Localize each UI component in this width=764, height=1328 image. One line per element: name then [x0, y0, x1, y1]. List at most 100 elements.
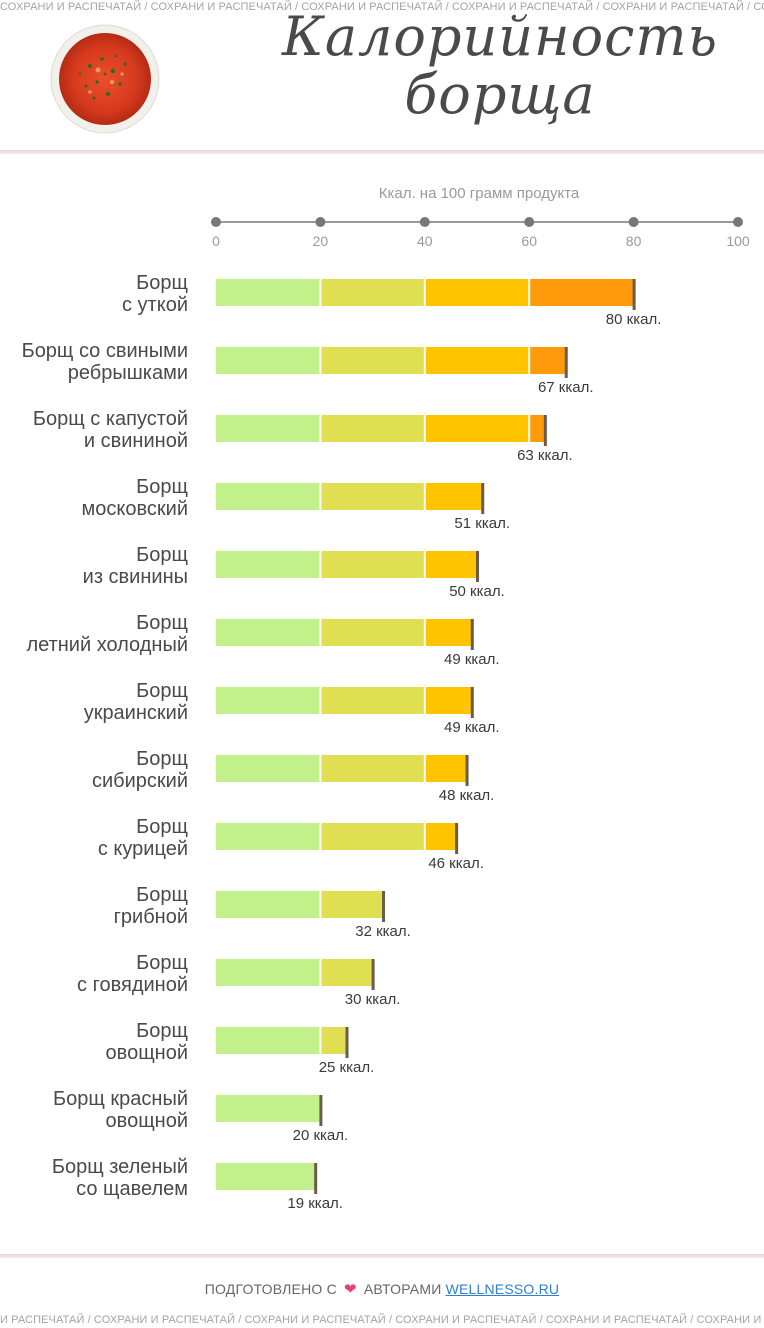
category-label: Борщ с капустой и свининой — [33, 408, 188, 452]
category-label: Борщ с говядиной — [77, 952, 188, 996]
bar-row: Борщ с капустой и свининой 63 ккал. — [33, 408, 573, 464]
x-tick-dot — [419, 217, 430, 227]
bar-segment — [321, 687, 424, 714]
bar-segment — [216, 415, 320, 442]
bar-segment — [321, 823, 424, 850]
category-label: Борщ сибирский — [92, 748, 188, 792]
value-label: 19 ккал. — [287, 1195, 343, 1212]
bar-segment — [425, 687, 472, 714]
bar-segment — [216, 1027, 320, 1054]
bar-end-marker — [476, 551, 479, 582]
x-tick-dot — [733, 217, 743, 227]
bar-end-marker — [470, 619, 474, 650]
bar-segment — [321, 483, 424, 510]
bar-segment — [530, 347, 566, 374]
bar-segment — [321, 755, 424, 782]
bar-row: Борщ овощной 25 ккал. — [106, 1020, 375, 1076]
x-tick-dot — [315, 217, 326, 227]
x-tick-label: 20 — [313, 233, 329, 249]
bar-end-marker — [632, 279, 636, 310]
bottom-divider — [0, 1254, 764, 1258]
category-label: Борщ с уткой — [122, 272, 188, 316]
bar-segment — [216, 483, 320, 510]
bar-segment — [216, 959, 320, 986]
bar-row: Борщ со свиными ребрышками 67 ккал. — [22, 340, 594, 396]
bar-segment — [530, 279, 634, 306]
category-label: Борщ московский — [82, 476, 188, 520]
bar-segment — [321, 551, 424, 578]
page-title: Калорийность борща — [282, 5, 718, 126]
bar-row: Борщ украинский 49 ккал. — [84, 680, 500, 736]
bar-segment — [425, 551, 477, 578]
bar-end-marker — [455, 823, 459, 854]
bar-row: Борщ сибирский 48 ккал. — [92, 748, 494, 804]
value-label: 46 ккал. — [428, 855, 484, 872]
bar-segment — [216, 279, 320, 306]
value-label: 30 ккал. — [345, 991, 401, 1008]
bar-end-marker — [345, 1027, 349, 1058]
x-tick-label: 0 — [212, 233, 220, 249]
bar-segment — [216, 1163, 316, 1190]
bar-segment — [216, 347, 320, 374]
x-tick-label: 100 — [726, 233, 750, 249]
category-label: Борщ с курицей — [98, 816, 188, 860]
category-label: Борщ красный овощной — [53, 1088, 188, 1132]
top-banner: СОХРАНИ И РАСПЕЧАТАЙ / СОХРАНИ И РАСПЕЧА… — [0, 1, 764, 13]
x-tick-dot — [524, 217, 535, 227]
bar-segment — [321, 619, 424, 646]
bar-segment — [321, 1027, 347, 1054]
category-label: Борщ летний холодный — [26, 612, 188, 656]
bar-end-marker — [470, 687, 474, 718]
axis-title: Ккал. на 100 грамм продукта — [379, 185, 580, 202]
x-tick-label: 80 — [626, 233, 642, 249]
heart-icon: ❤ — [343, 1281, 357, 1298]
bar-segment — [321, 891, 384, 918]
value-label: 20 ккал. — [293, 1127, 349, 1144]
bar-segment — [321, 279, 424, 306]
bar-segment — [321, 959, 373, 986]
footer-middle: АВТОРАМИ — [363, 1281, 442, 1297]
value-label: 49 ккал. — [444, 719, 500, 736]
bar-end-marker — [314, 1163, 318, 1194]
bar-end-marker — [382, 891, 386, 922]
bar-segment — [425, 619, 472, 646]
bar-end-marker — [465, 755, 469, 786]
bar-segment — [530, 415, 545, 442]
bar-row: Борщ красный овощной 20 ккал. — [53, 1088, 348, 1144]
bar-segment — [425, 279, 529, 306]
value-label: 32 ккал. — [355, 923, 411, 940]
bar-row: Борщ летний холодный 49 ккал. — [26, 612, 499, 668]
bar-segment — [216, 823, 320, 850]
category-label: Борщ из свинины — [83, 544, 188, 588]
value-label: 48 ккал. — [439, 787, 495, 804]
bar-segment — [425, 347, 529, 374]
value-label: 80 ккал. — [606, 311, 662, 328]
bar-segment — [425, 415, 529, 442]
bar-segment — [425, 755, 467, 782]
bar-segment — [216, 551, 320, 578]
bar-end-marker — [319, 1095, 323, 1126]
value-label: 51 ккал. — [454, 515, 510, 532]
bar-segment — [216, 619, 320, 646]
x-tick-label: 40 — [417, 233, 433, 249]
bar-end-marker — [481, 483, 485, 514]
x-tick-dot — [628, 217, 639, 227]
bar-row: Борщ зеленый со щавелем 19 ккал. — [52, 1156, 343, 1212]
value-label: 67 ккал. — [538, 379, 594, 396]
borscht-plate-image — [50, 24, 160, 134]
x-tick-label: 60 — [521, 233, 537, 249]
bar-segment — [216, 687, 320, 714]
top-divider — [0, 150, 764, 154]
bar-segment — [425, 483, 483, 510]
bottom-banner: И РАСПЕЧАТАЙ / СОХРАНИ И РАСПЕЧАТАЙ / СО… — [0, 1314, 764, 1326]
category-label: Борщ зеленый со щавелем — [52, 1156, 188, 1200]
category-label: Борщ овощной — [106, 1020, 188, 1064]
bar-segment — [321, 415, 424, 442]
bar-segment — [216, 755, 320, 782]
footer-link[interactable]: WELLNESSO.RU — [445, 1281, 560, 1297]
value-label: 63 ккал. — [517, 447, 573, 464]
bar-row: Борщ из свинины 50 ккал. — [83, 544, 505, 600]
category-label: Борщ со свиными ребрышками — [22, 340, 188, 384]
value-label: 50 ккал. — [449, 583, 505, 600]
footer-prefix: ПОДГОТОВЛЕНО С — [204, 1281, 337, 1297]
